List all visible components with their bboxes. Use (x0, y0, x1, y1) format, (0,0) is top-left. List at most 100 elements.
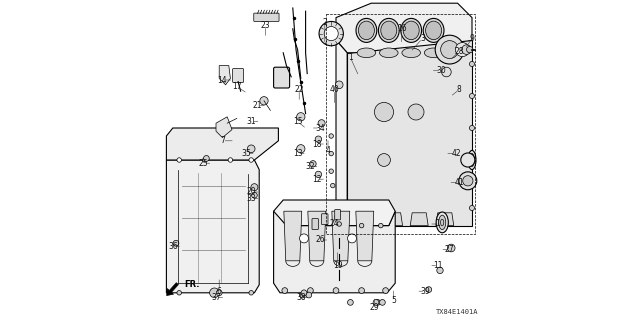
Polygon shape (308, 211, 326, 261)
Circle shape (329, 151, 333, 156)
Circle shape (442, 67, 451, 77)
Circle shape (300, 234, 308, 243)
Text: 8: 8 (457, 85, 461, 94)
Polygon shape (166, 160, 259, 293)
Ellipse shape (436, 212, 448, 233)
Circle shape (335, 81, 343, 89)
Circle shape (247, 145, 255, 153)
Circle shape (380, 300, 385, 305)
Circle shape (383, 288, 388, 293)
Circle shape (324, 27, 339, 41)
FancyBboxPatch shape (322, 214, 328, 225)
Text: 22: 22 (294, 85, 304, 94)
Text: 15: 15 (292, 117, 303, 126)
Text: 3: 3 (420, 34, 425, 43)
Polygon shape (385, 213, 403, 226)
FancyBboxPatch shape (312, 219, 319, 229)
FancyBboxPatch shape (335, 210, 340, 220)
Ellipse shape (423, 19, 444, 43)
Circle shape (348, 234, 356, 243)
Polygon shape (356, 211, 374, 261)
Polygon shape (410, 213, 428, 226)
Ellipse shape (470, 154, 474, 166)
Text: 5: 5 (391, 296, 396, 305)
Text: 19: 19 (333, 261, 342, 270)
Circle shape (282, 288, 288, 293)
Ellipse shape (380, 48, 398, 58)
Text: 32: 32 (305, 162, 316, 171)
Text: 23: 23 (260, 21, 271, 30)
Text: 1: 1 (348, 53, 353, 62)
Ellipse shape (401, 19, 422, 43)
Polygon shape (436, 213, 454, 226)
Circle shape (348, 300, 353, 305)
Circle shape (177, 158, 182, 162)
Ellipse shape (468, 150, 476, 170)
Circle shape (260, 97, 268, 105)
Circle shape (318, 120, 325, 127)
Circle shape (300, 292, 305, 298)
Polygon shape (336, 40, 347, 226)
Circle shape (470, 125, 475, 131)
Text: 20: 20 (246, 188, 256, 196)
Circle shape (470, 205, 475, 211)
Text: 40: 40 (330, 85, 339, 94)
FancyBboxPatch shape (233, 68, 244, 83)
Polygon shape (219, 66, 230, 85)
Text: 14: 14 (218, 76, 227, 84)
Text: 6: 6 (217, 287, 221, 296)
Text: 24: 24 (330, 220, 339, 228)
Circle shape (297, 113, 305, 121)
Circle shape (249, 291, 253, 295)
Text: 39: 39 (420, 287, 431, 296)
Circle shape (216, 290, 222, 296)
Circle shape (202, 158, 207, 162)
Polygon shape (284, 211, 302, 261)
Text: 10: 10 (435, 220, 445, 228)
Circle shape (470, 61, 475, 67)
Text: 30: 30 (436, 66, 447, 75)
Circle shape (177, 291, 182, 295)
Circle shape (461, 153, 475, 167)
Circle shape (204, 156, 209, 161)
Text: 18: 18 (312, 140, 321, 148)
Ellipse shape (381, 21, 397, 40)
Circle shape (359, 288, 365, 293)
Ellipse shape (402, 48, 420, 58)
Text: 38: 38 (296, 293, 306, 302)
Text: 21: 21 (253, 101, 262, 110)
Circle shape (470, 173, 475, 179)
Text: 36: 36 (168, 242, 178, 251)
Circle shape (337, 222, 342, 226)
Text: TX84E1401A: TX84E1401A (436, 309, 479, 315)
Circle shape (249, 158, 253, 162)
Circle shape (374, 102, 394, 122)
Circle shape (173, 240, 179, 246)
Polygon shape (359, 213, 377, 226)
Text: 29: 29 (369, 303, 380, 312)
Ellipse shape (439, 215, 445, 230)
Circle shape (307, 288, 314, 293)
Circle shape (333, 288, 339, 293)
Polygon shape (332, 211, 349, 261)
Ellipse shape (356, 19, 377, 43)
Text: 17: 17 (232, 82, 242, 91)
Circle shape (306, 292, 312, 298)
Text: 9: 9 (470, 34, 474, 43)
Circle shape (297, 145, 305, 153)
Polygon shape (216, 117, 232, 138)
Polygon shape (166, 128, 278, 160)
Circle shape (210, 288, 220, 298)
Circle shape (463, 176, 473, 186)
Text: 34: 34 (315, 124, 325, 132)
Text: 7: 7 (220, 136, 225, 145)
Circle shape (462, 45, 472, 54)
Circle shape (360, 223, 364, 228)
Circle shape (330, 183, 335, 188)
Text: 16: 16 (397, 24, 406, 33)
Ellipse shape (403, 21, 419, 40)
Circle shape (375, 300, 380, 305)
Circle shape (447, 244, 455, 252)
Circle shape (378, 223, 383, 228)
Text: 11: 11 (434, 261, 443, 270)
